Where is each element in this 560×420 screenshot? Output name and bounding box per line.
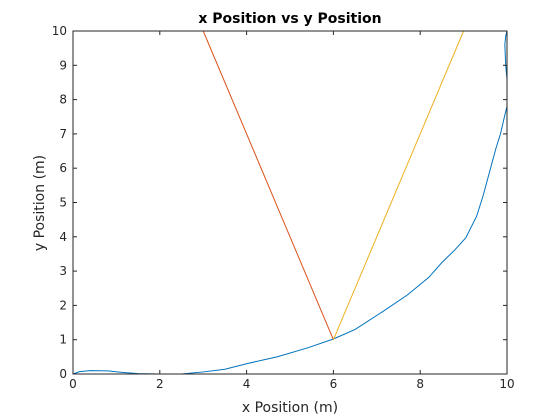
y-tick-label: 5 — [59, 196, 67, 210]
y-tick-label: 9 — [59, 58, 67, 72]
y-tick-label: 10 — [52, 24, 67, 38]
y-tick-label: 1 — [59, 333, 67, 347]
y-tick-label: 4 — [59, 230, 67, 244]
axes: 0 2 4 6 8 10 0 1 2 3 4 5 6 7 8 9 10 — [52, 24, 515, 391]
series-line-3 — [332, 30, 465, 340]
y-tick-label: 6 — [59, 161, 67, 175]
x-tick-label: 6 — [330, 377, 338, 391]
x-tick-label: 10 — [499, 377, 514, 391]
x-tick-label: 2 — [156, 377, 164, 391]
y-tick-label: 0 — [59, 367, 67, 381]
chart-title: x Position vs y Position — [198, 11, 381, 27]
series-line-2 — [202, 30, 334, 340]
x-axis-label: x Position (m) — [242, 400, 338, 416]
x-tick-label: 8 — [416, 377, 424, 391]
y-tick-label: 3 — [59, 264, 67, 278]
y-axis-label: y Position (m) — [32, 155, 48, 251]
y-tick-label: 8 — [59, 93, 67, 107]
y-tick-label: 2 — [59, 298, 67, 312]
y-tick-label: 7 — [59, 127, 67, 141]
plot-area — [72, 30, 508, 375]
x-tick-label: 0 — [69, 377, 77, 391]
x-tick-label: 4 — [243, 377, 251, 391]
